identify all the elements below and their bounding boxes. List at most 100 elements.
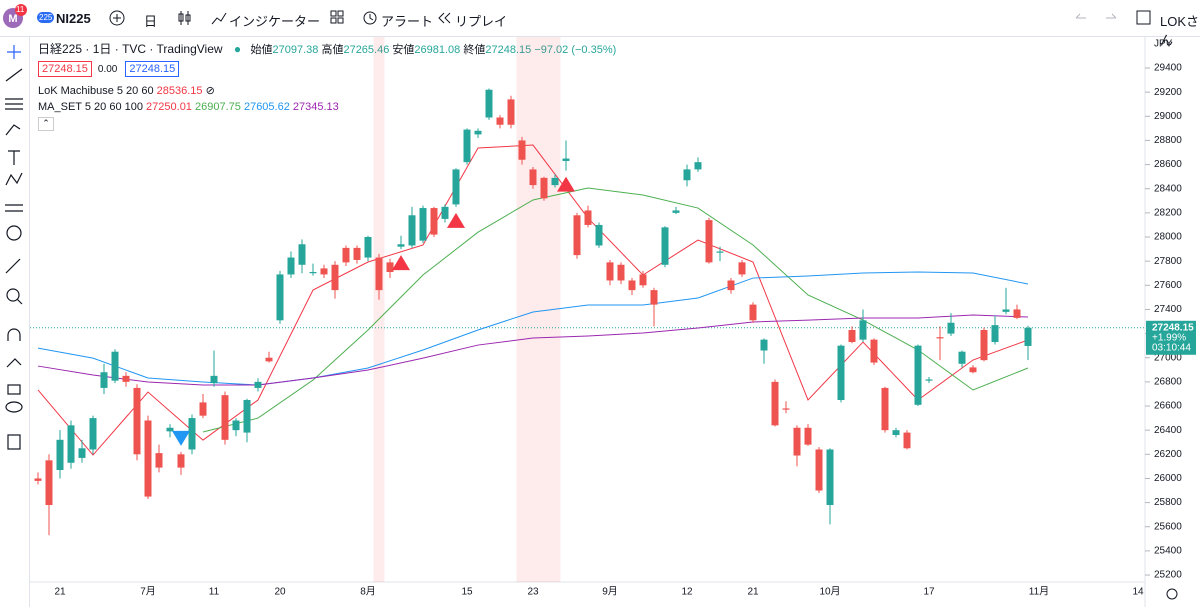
candle-body bbox=[45, 460, 53, 506]
x-tick-label: 15 bbox=[461, 587, 473, 598]
candle-body bbox=[133, 387, 141, 455]
x-tick-label: 14 bbox=[1132, 587, 1144, 598]
candle-body bbox=[859, 320, 867, 340]
candle-body bbox=[507, 99, 515, 125]
candle-body bbox=[430, 208, 438, 235]
undo-redo[interactable] bbox=[1072, 9, 1122, 27]
layout-icon[interactable] bbox=[330, 9, 344, 27]
legend-main: 日経225 · 1日 · TVC · TradingView ● 始値27097… bbox=[38, 42, 617, 56]
x-tick-label: 21 bbox=[747, 587, 759, 598]
candle-body bbox=[408, 215, 416, 246]
candle-body bbox=[903, 432, 911, 449]
y-tick-label: 25200 bbox=[1154, 570, 1182, 581]
candle-body bbox=[188, 418, 196, 450]
y-tick-label: 26000 bbox=[1154, 473, 1182, 484]
candle-body bbox=[661, 227, 669, 265]
candle-body bbox=[78, 448, 86, 458]
low-label: 安値 bbox=[392, 44, 415, 56]
indicator-value: 27250.01 bbox=[146, 101, 192, 113]
interval[interactable]: 日 bbox=[144, 14, 158, 29]
y-tick-label: 26800 bbox=[1154, 377, 1182, 388]
legend-interval: 1日 bbox=[92, 42, 112, 56]
candle-body bbox=[969, 367, 977, 373]
avatar[interactable]: M bbox=[0, 0, 30, 36]
candle-body bbox=[705, 220, 713, 263]
x-tick-label: 8月 bbox=[360, 586, 376, 598]
candle-body bbox=[309, 272, 317, 274]
replay[interactable]: リプレイ bbox=[455, 14, 508, 29]
alerts[interactable]: アラート bbox=[381, 14, 434, 29]
x-tick-label: 21 bbox=[54, 587, 66, 598]
replay-icon[interactable] bbox=[437, 9, 451, 27]
buy-signal bbox=[557, 176, 575, 192]
candle-body bbox=[771, 381, 779, 426]
candle-body bbox=[529, 169, 537, 186]
candle-body bbox=[221, 395, 229, 440]
candle-body bbox=[210, 375, 218, 384]
moving-average bbox=[202, 187, 1029, 433]
candle-body bbox=[485, 89, 493, 118]
candle-body bbox=[958, 351, 966, 364]
candle-body bbox=[144, 420, 152, 497]
open-value: 27097.38 bbox=[272, 44, 319, 56]
candle-body bbox=[628, 280, 636, 291]
checkbox[interactable] bbox=[1136, 9, 1152, 27]
candle-body bbox=[463, 129, 471, 163]
y-tick-label: 29000 bbox=[1154, 111, 1182, 122]
candle-body bbox=[89, 418, 97, 450]
y-tick-label: 27600 bbox=[1154, 280, 1182, 291]
candle-body bbox=[793, 427, 801, 456]
candle-body bbox=[232, 420, 240, 431]
candle-body bbox=[254, 381, 262, 388]
indicator-value: 27605.62 bbox=[243, 101, 290, 113]
indicator-value: 27345.13 bbox=[292, 101, 339, 113]
candle-body bbox=[199, 402, 207, 416]
candle-body bbox=[441, 206, 449, 219]
candle-body bbox=[375, 257, 383, 291]
y-tick-label: 25400 bbox=[1154, 546, 1182, 557]
candle-body bbox=[386, 262, 394, 273]
y-tick-label: 27000 bbox=[1154, 352, 1182, 363]
y-tick-label: 27400 bbox=[1154, 304, 1182, 315]
candle-body bbox=[639, 274, 647, 286]
chart: JPY 25200 25400 25600 25800 26000 26200 26400 2… bbox=[30, 37, 1196, 607]
indicators[interactable]: インジケーター bbox=[229, 14, 321, 29]
candle-body bbox=[474, 130, 482, 135]
price-box[interactable]: 27248.15 bbox=[125, 61, 180, 77]
candle-body bbox=[342, 247, 350, 263]
alert-icon[interactable] bbox=[362, 9, 378, 27]
indicator-icon[interactable] bbox=[211, 9, 227, 27]
high-label: 高値 bbox=[321, 44, 344, 56]
y-tick-label: 26200 bbox=[1154, 449, 1182, 460]
candle-body bbox=[56, 439, 64, 471]
chart-type-icon[interactable] bbox=[177, 9, 193, 27]
x-tick-label: 9月 bbox=[602, 586, 618, 598]
symbol-badge: 225 bbox=[37, 12, 55, 23]
price-label: 27248.15 bbox=[1152, 322, 1194, 333]
top-bar: M 11 225 NI225 日 インジケーター アラート リプレイ LOKさん bbox=[0, 0, 1200, 48]
add-icon[interactable] bbox=[108, 9, 126, 27]
highlight bbox=[373, 37, 385, 582]
settings-icon[interactable] bbox=[1166, 588, 1178, 600]
candle-body bbox=[694, 162, 702, 170]
low-value: 26981.08 bbox=[414, 44, 461, 56]
indicator-legend: LoK Machibuse 5 20 60 28536.15 ⊘ bbox=[38, 85, 215, 97]
change-value: −97.02 (−0.35%) bbox=[534, 44, 617, 56]
collapse-button[interactable]: ⌃ bbox=[38, 117, 54, 131]
candle-body bbox=[738, 262, 746, 275]
candle-body bbox=[727, 280, 735, 291]
candle-body bbox=[177, 454, 185, 468]
price-box[interactable]: 27248.15 bbox=[38, 61, 92, 77]
x-tick-label: 7月 bbox=[140, 586, 156, 598]
candle-body bbox=[870, 339, 878, 363]
close-label: 終値 bbox=[463, 44, 486, 56]
moving-average bbox=[37, 271, 1029, 386]
candle-body bbox=[991, 325, 999, 343]
legend-boxes: 27248.15 0.00 27248.15 bbox=[38, 61, 185, 77]
candle-body bbox=[364, 237, 372, 258]
x-tick-label: 11月 bbox=[1029, 586, 1049, 598]
user[interactable]: LOKさん bbox=[1160, 14, 1200, 48]
tool-icons[interactable] bbox=[0, 37, 29, 457]
symbol[interactable]: NI225 bbox=[56, 11, 91, 26]
